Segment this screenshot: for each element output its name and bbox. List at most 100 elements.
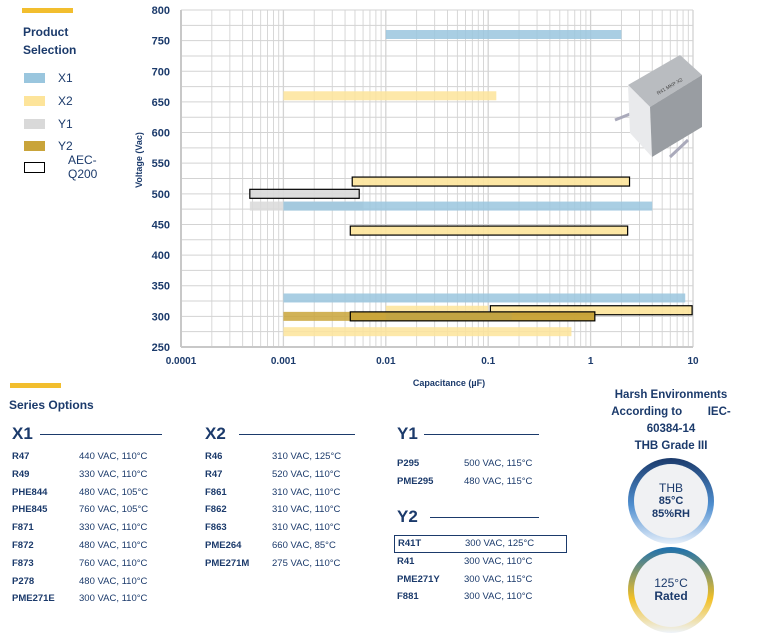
legend-label: AEC-Q200 — [68, 153, 98, 181]
series-group-title-x2: X2 — [205, 424, 226, 443]
capacitor-product-image: R41 MKP X2 — [610, 45, 710, 160]
series-spec: 480 VAC, 110°C — [79, 575, 148, 587]
series-row-f871: F871 330 VAC, 110°C — [12, 521, 162, 535]
series-code: F881 — [397, 591, 419, 603]
legend-item-y1: Y1 — [24, 117, 73, 131]
series-row-phe845: PHE845 760 VAC, 105°C — [12, 503, 162, 517]
legend-label: Y2 — [58, 139, 73, 153]
series-row-pme271y: PME271Y 300 VAC, 115°C — [397, 573, 547, 587]
bar-x1-760 — [385, 30, 622, 40]
series-code: PHE844 — [12, 486, 48, 498]
series-group-divider — [430, 517, 539, 518]
series-group-title-x1: X1 — [12, 424, 33, 443]
series-accent-bar — [10, 383, 61, 388]
series-row-r46: R46 310 VAC, 125°C — [205, 450, 355, 464]
series-code: PME264 — [205, 540, 242, 551]
y-tick-label: 450 — [152, 219, 170, 231]
series-group-divider — [40, 434, 162, 435]
series-group-title-y2: Y2 — [397, 507, 418, 526]
series-row-r41: R41 300 VAC, 110°C — [397, 555, 547, 569]
y-tick-label: 500 — [152, 189, 170, 201]
y-tick-label: 250 — [152, 342, 170, 354]
series-row-f862: F862 310 VAC, 110°C — [205, 503, 355, 517]
series-row-p278: P278 480 VAC, 110°C — [12, 575, 162, 589]
series-row-f863: F863 310 VAC, 110°C — [205, 521, 355, 535]
bar-y1-500-aec-q200 — [249, 188, 360, 199]
series-group-divider — [424, 434, 539, 435]
harsh-environments-text: Harsh Environments According to IEC- 603… — [606, 387, 736, 455]
series-spec: 760 VAC, 105°C — [79, 504, 149, 516]
series-code: PME271M — [205, 557, 250, 569]
bar-x1-330 — [283, 293, 686, 303]
legend-label: Y1 — [58, 117, 73, 131]
series-row-f861: F861 310 VAC, 110°C — [205, 486, 355, 500]
series-code: R46 — [205, 451, 223, 462]
harsh-line2: According to IEC- — [611, 406, 731, 418]
series-row-f881: F881 300 VAC, 110°C — [397, 590, 547, 604]
series-code: R47 — [205, 468, 223, 480]
rated-temp: 125°C — [654, 576, 688, 590]
legend-label: X1 — [58, 71, 73, 85]
series-code: F873 — [12, 557, 34, 569]
legend-accent-bar — [22, 8, 73, 13]
x-axis-label: Capacitance (µF) — [413, 378, 485, 388]
series-code: F871 — [12, 522, 34, 534]
y-tick-label: 350 — [152, 281, 170, 293]
legend-swatch — [24, 119, 45, 129]
series-code: R49 — [12, 468, 30, 480]
series-code: PHE845 — [12, 504, 48, 516]
legend-swatch — [24, 96, 45, 106]
series-row-r49: R49 330 VAC, 110°C — [12, 468, 162, 482]
series-spec: 480 VAC, 105°C — [79, 486, 149, 498]
series-spec: 760 VAC, 110°C — [79, 557, 148, 569]
series-spec: 300 VAC, 110°C — [464, 555, 533, 567]
y-tick-label: 400 — [152, 250, 170, 262]
series-spec: 300 VAC, 115°C — [464, 573, 533, 585]
series-spec: 480 VAC, 110°C — [79, 540, 148, 551]
bar-x2-520-aec-q200 — [351, 176, 631, 187]
y-tick-label: 600 — [152, 128, 170, 140]
harsh-line1: Harsh Environments — [614, 389, 728, 401]
rated-label: Rated — [654, 589, 688, 603]
y-axis-label: Voltage (Vac) — [134, 132, 144, 188]
bar-y2-300-aec-q200 — [349, 311, 596, 322]
legend-label: X2 — [58, 94, 73, 108]
x-tick-label: 1 — [588, 356, 594, 367]
series-row-pme271e: PME271E 300 VAC, 110°C — [12, 592, 162, 606]
series-row-pme264: PME264 660 VAC, 85°C — [205, 539, 355, 553]
series-group-divider — [239, 434, 355, 435]
series-code: P278 — [12, 575, 35, 587]
bar-x2-660 — [283, 91, 497, 101]
series-spec: 310 VAC, 110°C — [272, 504, 341, 516]
y-tick-label: 750 — [152, 36, 170, 48]
series-code: PME271Y — [397, 573, 440, 585]
series-code: R41T — [398, 538, 422, 549]
x-tick-label: 0.01 — [376, 356, 396, 367]
series-row-pme295: PME295 480 VAC, 115°C — [397, 475, 547, 489]
x-tick-label: 0.0001 — [166, 356, 197, 367]
series-row-f873: F873 760 VAC, 110°C — [12, 557, 162, 571]
legend-swatch — [24, 161, 45, 173]
bar-x2-310 — [385, 305, 489, 315]
series-code: F863 — [205, 522, 227, 534]
y-tick-label: 300 — [152, 311, 170, 323]
y-tick-label: 700 — [152, 66, 170, 78]
thb-label: THB — [659, 480, 683, 495]
x-tick-label: 10 — [687, 356, 699, 367]
x-tick-label: 0.1 — [481, 356, 495, 367]
legend-title: Product Selection — [23, 23, 76, 59]
series-row-f872: F872 480 VAC, 110°C — [12, 539, 162, 553]
series-spec: 520 VAC, 110°C — [272, 468, 341, 480]
thb-humidity: 85%RH — [652, 507, 690, 520]
series-spec: 275 VAC, 110°C — [272, 557, 341, 569]
legend-title-line1: Product — [23, 25, 69, 39]
legend-item-aec-q200: AEC-Q200 — [24, 153, 97, 181]
series-spec: 310 VAC, 110°C — [272, 522, 341, 534]
series-group-title-y1: Y1 — [397, 424, 418, 443]
series-spec: 300 VAC, 110°C — [79, 593, 148, 605]
series-spec: 500 VAC, 115°C — [464, 458, 533, 469]
legend-swatch — [24, 141, 45, 151]
series-row-r47: R47 440 VAC, 110°C — [12, 450, 162, 464]
capacitance-voltage-chart: 800 750 700 650 600 550 500 450 400 350 300 250 0.00… — [134, 5, 699, 388]
series-spec: 310 VAC, 125°C — [272, 451, 342, 462]
